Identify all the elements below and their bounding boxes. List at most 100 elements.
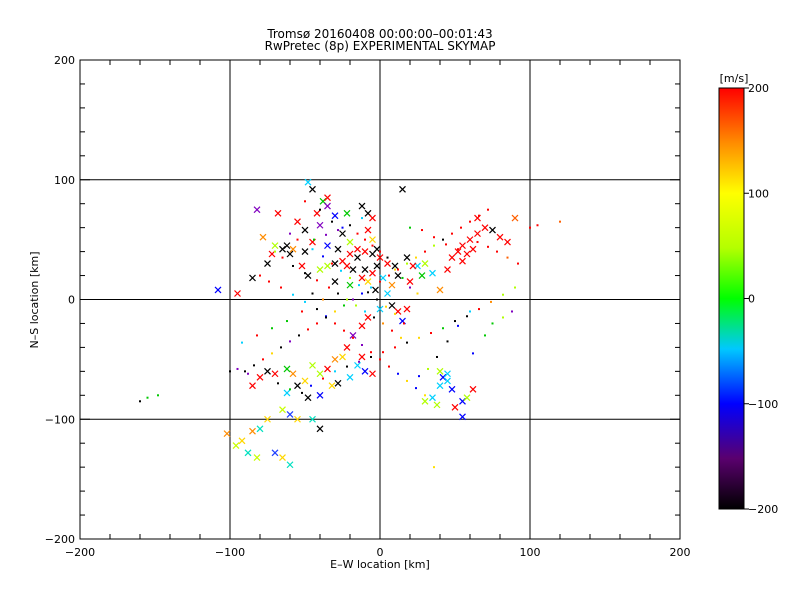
x-marker-point <box>459 397 466 405</box>
chart-subtitle: RwPretec (8p) EXPERIMENTAL SKYMAP <box>264 39 496 53</box>
x-marker-stroke <box>364 209 372 217</box>
x-marker-stroke <box>403 305 411 313</box>
dot-marker-point <box>506 256 509 259</box>
x-marker-point <box>334 245 342 253</box>
dot-marker-point <box>298 334 300 337</box>
x-marker-point <box>249 427 256 435</box>
x-tick-label: 0 <box>377 546 384 559</box>
dot-marker-point <box>388 274 390 277</box>
x-marker-point <box>358 274 366 282</box>
x-marker-stroke <box>358 353 366 361</box>
x-marker-point <box>279 454 286 461</box>
dot-marker-point <box>370 351 372 354</box>
x-marker-point <box>369 370 376 378</box>
x-marker-stroke <box>244 449 252 457</box>
x-marker-point <box>234 290 241 297</box>
dot-marker-point <box>406 341 408 344</box>
x-marker-stroke <box>274 209 282 217</box>
x-marker-stroke <box>418 272 426 279</box>
x-marker-stroke <box>358 322 366 330</box>
x-marker-stroke <box>459 413 466 421</box>
dot-marker-point <box>322 298 324 301</box>
x-marker-point <box>403 254 411 262</box>
x-marker-point <box>286 461 294 469</box>
dot-marker-point <box>376 298 378 301</box>
dot-marker-point <box>340 269 342 272</box>
dot-marker-point <box>289 232 291 235</box>
x-marker-stroke <box>349 332 357 339</box>
x-marker-stroke <box>448 385 456 393</box>
dot-marker-point <box>322 377 324 380</box>
x-marker-stroke <box>286 461 294 469</box>
dot-marker-point <box>373 316 375 319</box>
dot-marker-point <box>490 300 492 303</box>
x-marker-stroke <box>214 286 222 294</box>
x-marker-point <box>283 365 291 373</box>
x-marker-point <box>309 185 316 193</box>
dot-marker-point <box>476 241 479 244</box>
x-marker-point <box>469 245 477 253</box>
x-marker-point <box>253 454 261 461</box>
dot-marker-point <box>430 332 432 335</box>
colorbar-tick-label: −200 <box>748 503 778 516</box>
x-marker-point <box>271 370 279 378</box>
dot-marker-point <box>382 322 384 325</box>
x-marker-point <box>294 382 301 390</box>
x-marker-stroke <box>271 449 279 457</box>
dot-marker-point <box>418 336 420 339</box>
dot-marker-point <box>478 214 480 217</box>
x-marker-stroke <box>294 415 301 423</box>
x-marker-stroke <box>324 242 331 250</box>
x-marker-point <box>444 266 451 273</box>
x-marker-point <box>339 353 346 361</box>
x-marker-point <box>376 305 384 313</box>
dot-marker-point <box>271 327 273 330</box>
x-marker-stroke <box>294 218 301 226</box>
x-marker-stroke <box>364 314 372 321</box>
colorbar-tick-label: 100 <box>748 187 769 200</box>
x-marker-point <box>444 370 451 378</box>
axis-ticks: −200 −100 0 100 200 −200 −100 0 100 200 <box>45 54 691 559</box>
x-marker-point <box>436 286 444 294</box>
x-marker-point <box>436 367 444 375</box>
x-marker-point <box>289 245 297 253</box>
x-marker-stroke <box>459 242 466 250</box>
x-marker-stroke <box>444 377 451 385</box>
dot-marker-point <box>433 466 435 469</box>
x-marker-stroke <box>256 425 264 433</box>
x-marker-point <box>214 286 222 294</box>
dot-marker-point <box>146 396 149 399</box>
x-marker-stroke <box>489 226 496 234</box>
x-marker-stroke <box>436 367 444 375</box>
x-marker-point <box>489 226 496 234</box>
x-marker-stroke <box>256 373 264 381</box>
x-marker-point <box>451 403 459 411</box>
dot-marker-point <box>286 320 288 323</box>
dot-marker-point <box>301 391 303 394</box>
x-marker-point <box>421 397 429 405</box>
x-marker-stroke <box>331 355 339 363</box>
x-tick-label: 100 <box>520 546 541 559</box>
x-marker-point <box>286 250 294 258</box>
x-marker-stroke <box>334 245 342 253</box>
dot-marker-point <box>442 238 444 241</box>
dot-marker-point <box>436 355 438 358</box>
x-marker-point <box>324 262 331 270</box>
x-marker-stroke <box>331 260 339 267</box>
dot-marker-point <box>262 358 264 361</box>
x-marker-stroke <box>469 385 477 393</box>
x-marker-stroke <box>364 278 372 285</box>
dot-marker-point <box>517 262 519 265</box>
x-marker-point <box>349 332 357 339</box>
chart-title: Tromsø 20160408 00:00:00–00:01:43 <box>267 27 493 41</box>
x-marker-point <box>316 425 324 433</box>
dot-marker-point <box>349 276 351 279</box>
x-marker-stroke <box>384 260 391 267</box>
dot-marker-point <box>343 329 345 332</box>
x-marker-stroke <box>289 245 297 253</box>
x-marker-point <box>466 236 474 244</box>
x-marker-point <box>264 415 271 423</box>
dot-marker-point <box>229 370 231 373</box>
x-marker-point <box>238 437 246 445</box>
x-marker-point <box>331 355 339 363</box>
